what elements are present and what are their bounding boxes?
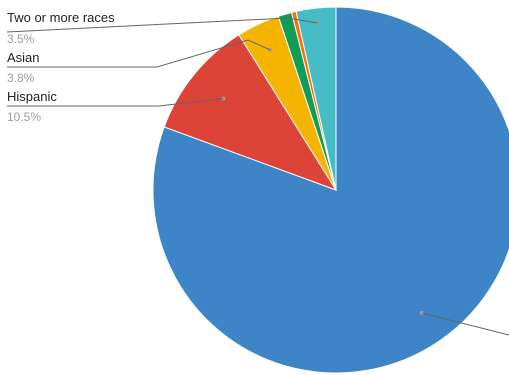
leader-main-slice xyxy=(421,312,509,336)
leader-two-or-more-races xyxy=(6,17,318,33)
slice-label-two-or-more-races: Two or more races xyxy=(7,10,115,25)
slice-label-hispanic: Hispanic xyxy=(7,89,57,104)
leader-asian xyxy=(7,39,271,68)
slice-value-two-or-more-races: 3.5% xyxy=(7,32,35,46)
label-asian: Asian 3.8% xyxy=(7,50,40,85)
pie-slice-5 xyxy=(295,6,337,191)
slice-value-asian: 3.8% xyxy=(7,71,35,85)
pie-slice-1 xyxy=(163,34,338,191)
label-hispanic: Hispanic 10.5% xyxy=(7,89,57,124)
slice-label-asian: Asian xyxy=(7,50,40,65)
label-two-or-more-races: Two or more races 3.5% xyxy=(7,10,115,46)
leader-hispanic xyxy=(7,98,224,107)
leader-lines xyxy=(6,17,509,336)
slice-value-hispanic: 10.5% xyxy=(7,110,41,124)
pie-slices xyxy=(152,6,509,374)
pie-slice-0 xyxy=(152,6,509,374)
